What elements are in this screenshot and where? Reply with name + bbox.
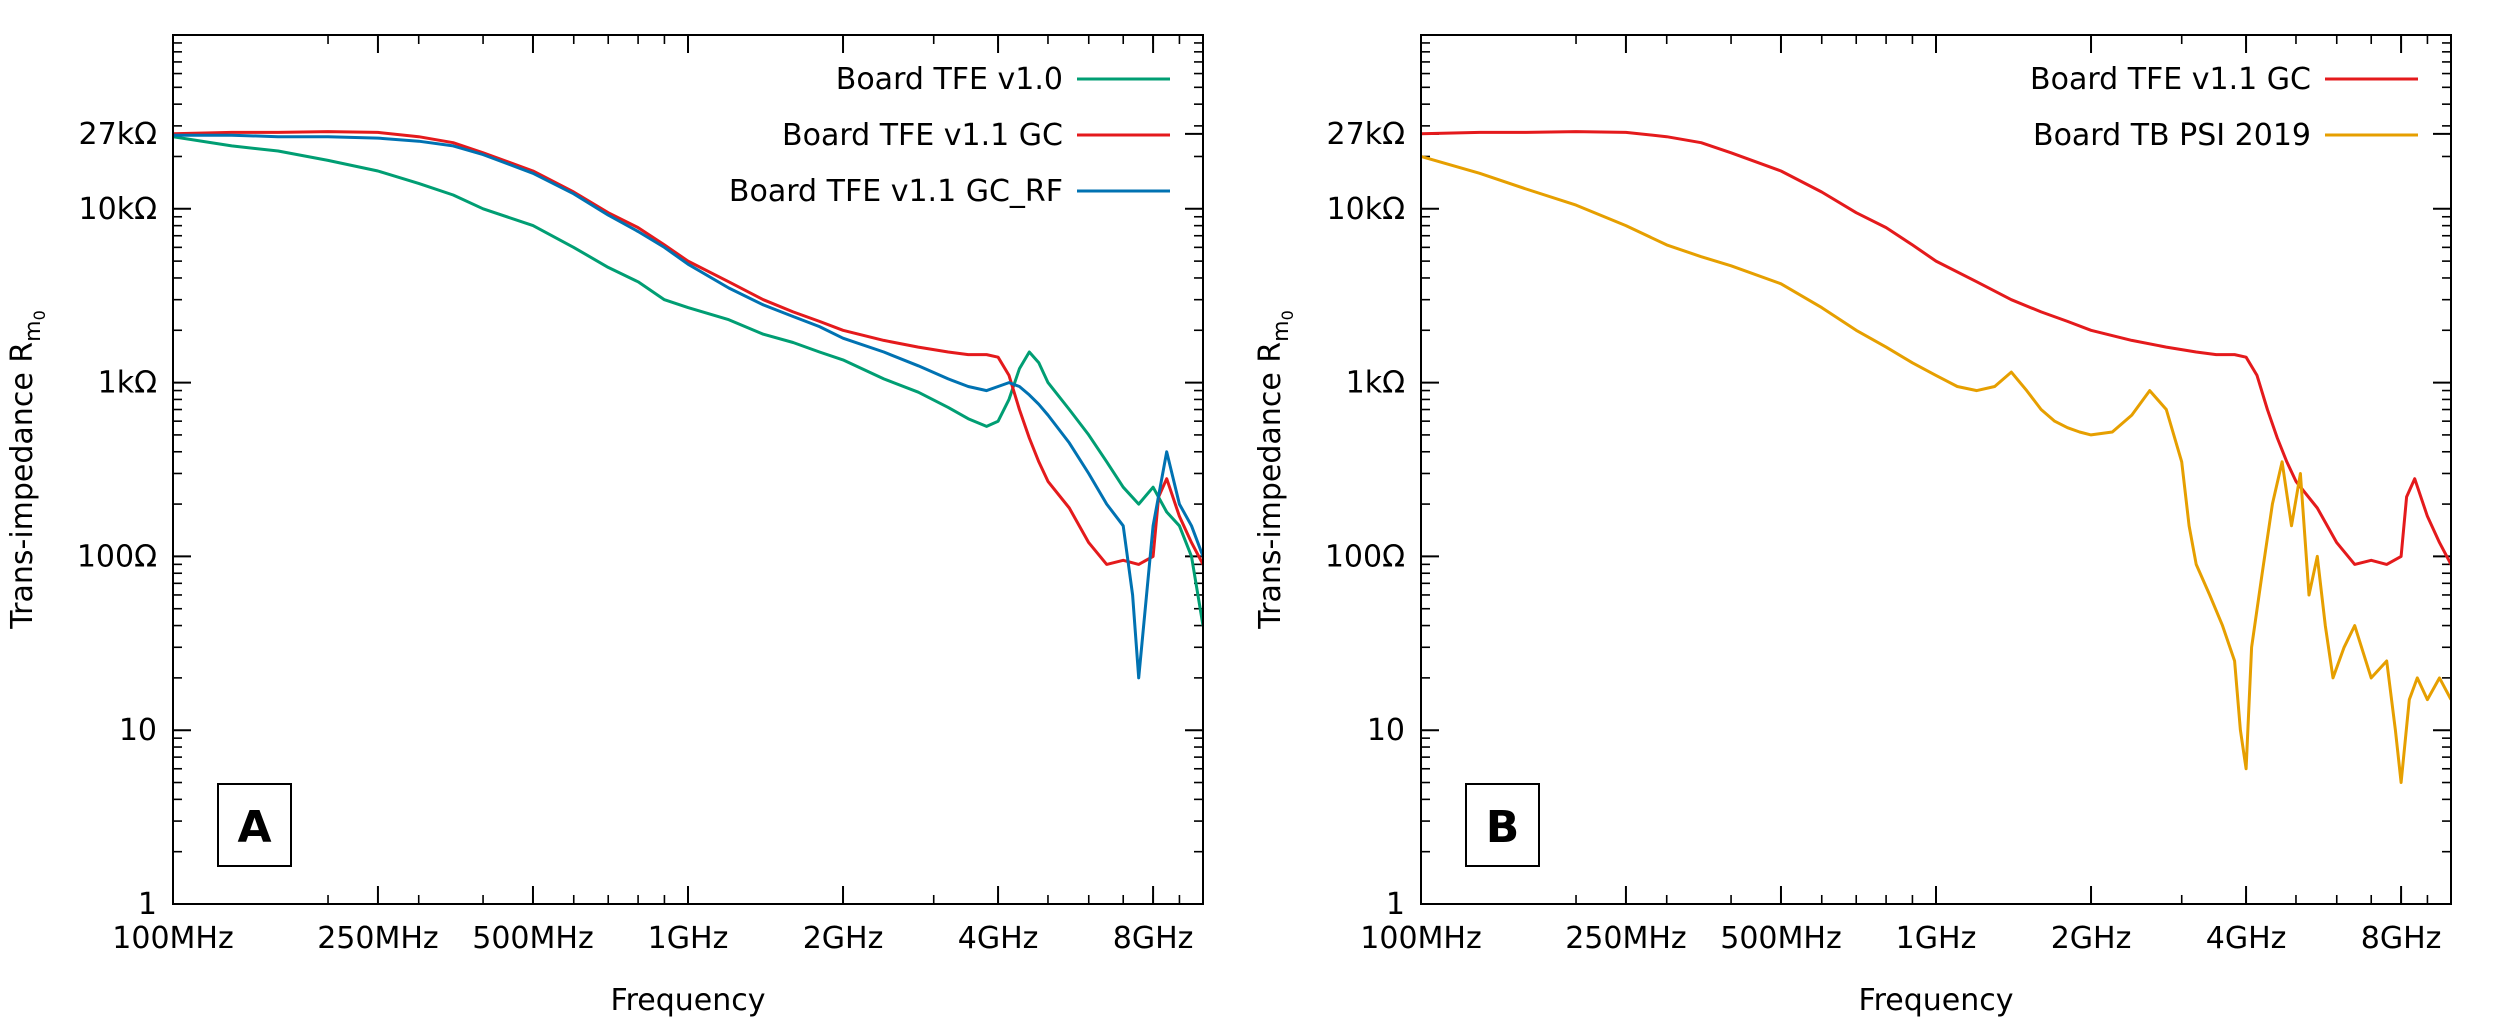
panel-tag-label: B bbox=[1486, 802, 1520, 853]
panel-b: 100MHz 250MHz 500MHz 1GHz 2GHz 4GHz 8GHz 1 10 100… bbox=[1248, 0, 2495, 1032]
x-tick-label: 8GHz bbox=[1113, 921, 1194, 956]
y-tick-label: 1kΩ bbox=[98, 366, 157, 401]
series-line-1 bbox=[1421, 130, 2451, 566]
y-tick-label: 10kΩ bbox=[1327, 192, 1405, 227]
x-axis-title: Frequency bbox=[1859, 983, 2014, 1018]
series-line-2 bbox=[1421, 155, 2451, 784]
y-tick-label: 1 bbox=[138, 887, 157, 922]
panel-tag-label: A bbox=[237, 802, 271, 853]
y-tick-label: 27kΩ bbox=[1327, 117, 1405, 152]
legend-label-1: Board TFE v1.1 GC bbox=[2030, 62, 2311, 97]
x-tick-label: 1GHz bbox=[648, 921, 729, 956]
y-tick-label: 27kΩ bbox=[79, 117, 157, 152]
plot-frame bbox=[1420, 34, 2452, 905]
panel-a: 100MHz 250MHz 500MHz 1GHz 2GHz 4GHz 8GHz 1 10 100… bbox=[0, 0, 1247, 1032]
x-tick-label: 100MHz bbox=[1360, 921, 1481, 956]
legend-label-3: Board TFE v1.1 GC_RF bbox=[729, 174, 1063, 209]
y-tick-label: 100Ω bbox=[1325, 539, 1405, 574]
series-line-1 bbox=[173, 135, 1203, 626]
y-axis-title-subsub: 0 bbox=[30, 310, 49, 320]
x-tick-label: 8GHz bbox=[2361, 921, 2442, 956]
chart-b: 100MHz 250MHz 500MHz 1GHz 2GHz 4GHz 8GHz 1 10 100… bbox=[1253, 34, 2452, 1018]
y-tick-label: 10kΩ bbox=[79, 192, 157, 227]
panel-tag-box bbox=[217, 783, 292, 867]
legend-label-2: Board TB PSI 2019 bbox=[2033, 118, 2311, 153]
y-tick-label: 10 bbox=[119, 713, 157, 748]
y-axis-title: Trans-impedance Rm0 bbox=[1253, 310, 1297, 630]
y-axis-title-subsub: 0 bbox=[1278, 310, 1297, 320]
plot-frame bbox=[172, 34, 1204, 905]
y-tick-label: 10 bbox=[1367, 713, 1405, 748]
x-tick-label: 1GHz bbox=[1896, 921, 1977, 956]
x-axis-title: Frequency bbox=[611, 983, 766, 1018]
series-line-3 bbox=[173, 133, 1203, 680]
panel-tag-box bbox=[1465, 783, 1540, 867]
legend-label-2: Board TFE v1.1 GC bbox=[782, 118, 1063, 153]
x-tick-label: 2GHz bbox=[2051, 921, 2132, 956]
x-tick-label: 500MHz bbox=[1720, 921, 1841, 956]
x-tick-label: 4GHz bbox=[958, 921, 1039, 956]
y-axis-title: Trans-impedance Rm0 bbox=[5, 310, 49, 630]
y-axis-title-sub: m bbox=[21, 320, 46, 341]
x-tick-label: 4GHz bbox=[2206, 921, 2287, 956]
x-tick-label: 100MHz bbox=[112, 921, 233, 956]
x-tick-label: 2GHz bbox=[803, 921, 884, 956]
y-axis-title-main: Trans-impedance R bbox=[5, 342, 40, 630]
x-tick-label: 500MHz bbox=[472, 921, 593, 956]
x-tick-label: 250MHz bbox=[1565, 921, 1686, 956]
y-axis-title-main: Trans-impedance R bbox=[1253, 342, 1288, 630]
x-tick-label: 250MHz bbox=[317, 921, 438, 956]
y-axis-title-sub: m bbox=[1269, 320, 1294, 341]
y-tick-label: 100Ω bbox=[77, 539, 157, 574]
y-tick-label: 1 bbox=[1386, 887, 1405, 922]
legend-label-1: Board TFE v1.0 bbox=[836, 62, 1063, 97]
chart-a: 100MHz 250MHz 500MHz 1GHz 2GHz 4GHz 8GHz 1 10 100… bbox=[5, 34, 1204, 1018]
y-tick-label: 1kΩ bbox=[1346, 366, 1405, 401]
